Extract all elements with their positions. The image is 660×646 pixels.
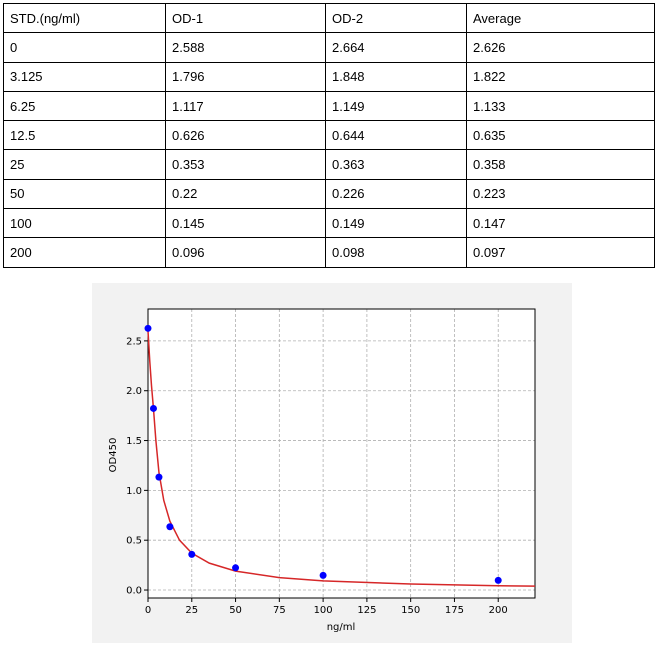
data-point <box>144 324 152 332</box>
table-row: 3.125 1.796 1.848 1.822 <box>3 61 655 92</box>
table-cell: 0.097 <box>466 237 655 268</box>
table-cell: 200 <box>3 237 166 268</box>
data-point <box>155 473 163 481</box>
fit-curve <box>147 330 536 587</box>
table-cell: 0.644 <box>325 120 467 151</box>
table-cell: 100 <box>3 208 166 239</box>
y-tick-label: 2.5 <box>126 336 142 347</box>
table-cell: STD.(ng/ml) <box>3 2 166 34</box>
table-cell: 0.096 <box>165 237 326 268</box>
plot-frame <box>147 308 536 599</box>
y-axis-label: OD450 <box>108 438 119 473</box>
x-tick-label: 150 <box>401 605 420 616</box>
data-point <box>166 523 174 531</box>
data-point <box>494 576 502 584</box>
data-point <box>232 564 240 572</box>
x-tick-label: 50 <box>229 605 242 616</box>
table-row: 200 0.096 0.098 0.097 <box>3 237 655 268</box>
data-point <box>149 404 157 412</box>
table-row: 100 0.145 0.149 0.147 <box>3 208 655 239</box>
x-axis-label: ng/ml <box>327 622 356 633</box>
data-point <box>188 550 196 558</box>
table-cell: 0.626 <box>165 120 326 151</box>
y-tick-label: 0.0 <box>126 586 142 597</box>
header-row: STD.(ng/ml) OD-1 OD-2 Average <box>3 2 655 34</box>
table-cell: 1.133 <box>466 90 655 122</box>
table-cell: 6.25 <box>3 90 166 122</box>
table-cell: 2.626 <box>466 32 655 63</box>
x-tick-label: 125 <box>357 605 376 616</box>
table-cell: Average <box>466 2 655 34</box>
table-cell: 0.145 <box>165 208 326 239</box>
std-table: STD.(ng/ml) OD-1 OD-2 Average 0 2.588 2.664 2.6… <box>3 2 655 268</box>
plot-area <box>148 309 535 598</box>
table-row: 12.5 0.626 0.644 0.635 <box>3 120 655 151</box>
table-row: 0 2.588 2.664 2.626 <box>3 32 655 63</box>
x-tick-label: 0 <box>145 605 151 616</box>
table-cell: OD-1 <box>165 2 326 34</box>
table-cell: 0.149 <box>325 208 467 239</box>
table-cell: 0.358 <box>466 149 655 180</box>
x-tick-label: 75 <box>273 605 286 616</box>
table-cell: 0.226 <box>325 178 467 210</box>
x-tick-label: 175 <box>445 605 464 616</box>
table-cell: 0.353 <box>165 149 326 180</box>
y-tick-label: 1.0 <box>126 486 142 497</box>
x-tick-label: 100 <box>314 605 333 616</box>
x-tick-label: 25 <box>185 605 198 616</box>
x-tick-label: 200 <box>489 605 508 616</box>
data-point <box>319 571 327 579</box>
table-cell: 1.117 <box>165 90 326 122</box>
y-tick-label: 0.5 <box>126 536 142 547</box>
y-tick-label: 2.0 <box>126 386 142 397</box>
table-cell: 0.098 <box>325 237 467 268</box>
table-cell: 2.664 <box>325 32 467 63</box>
y-tick-label: 1.5 <box>126 436 142 447</box>
